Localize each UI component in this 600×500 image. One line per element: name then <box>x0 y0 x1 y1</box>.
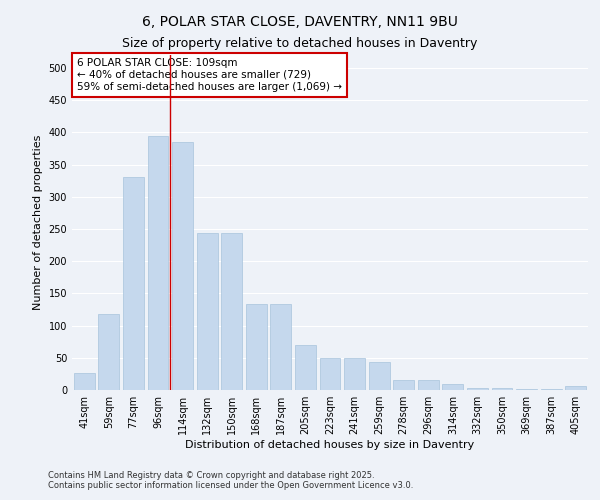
Bar <box>467 388 488 390</box>
Text: 6 POLAR STAR CLOSE: 109sqm
← 40% of detached houses are smaller (729)
59% of sem: 6 POLAR STAR CLOSE: 109sqm ← 40% of deta… <box>77 58 342 92</box>
Bar <box>418 380 439 390</box>
Bar <box>368 362 389 390</box>
X-axis label: Distribution of detached houses by size in Daventry: Distribution of detached houses by size … <box>185 440 475 450</box>
Text: 6, POLAR STAR CLOSE, DAVENTRY, NN11 9BU: 6, POLAR STAR CLOSE, DAVENTRY, NN11 9BU <box>142 15 458 29</box>
Bar <box>295 345 316 390</box>
Bar <box>344 358 365 390</box>
Y-axis label: Number of detached properties: Number of detached properties <box>33 135 43 310</box>
Bar <box>98 314 119 390</box>
Text: Size of property relative to detached houses in Daventry: Size of property relative to detached ho… <box>122 38 478 51</box>
Bar <box>246 304 267 390</box>
Bar <box>320 358 340 390</box>
Bar <box>172 142 193 390</box>
Bar <box>442 384 463 390</box>
Text: Contains HM Land Registry data © Crown copyright and database right 2025.
Contai: Contains HM Land Registry data © Crown c… <box>48 470 413 490</box>
Bar <box>123 178 144 390</box>
Bar <box>271 304 292 390</box>
Bar <box>491 388 512 390</box>
Bar <box>393 380 414 390</box>
Bar <box>221 234 242 390</box>
Bar <box>74 372 95 390</box>
Bar <box>565 386 586 390</box>
Bar <box>148 136 169 390</box>
Bar <box>197 234 218 390</box>
